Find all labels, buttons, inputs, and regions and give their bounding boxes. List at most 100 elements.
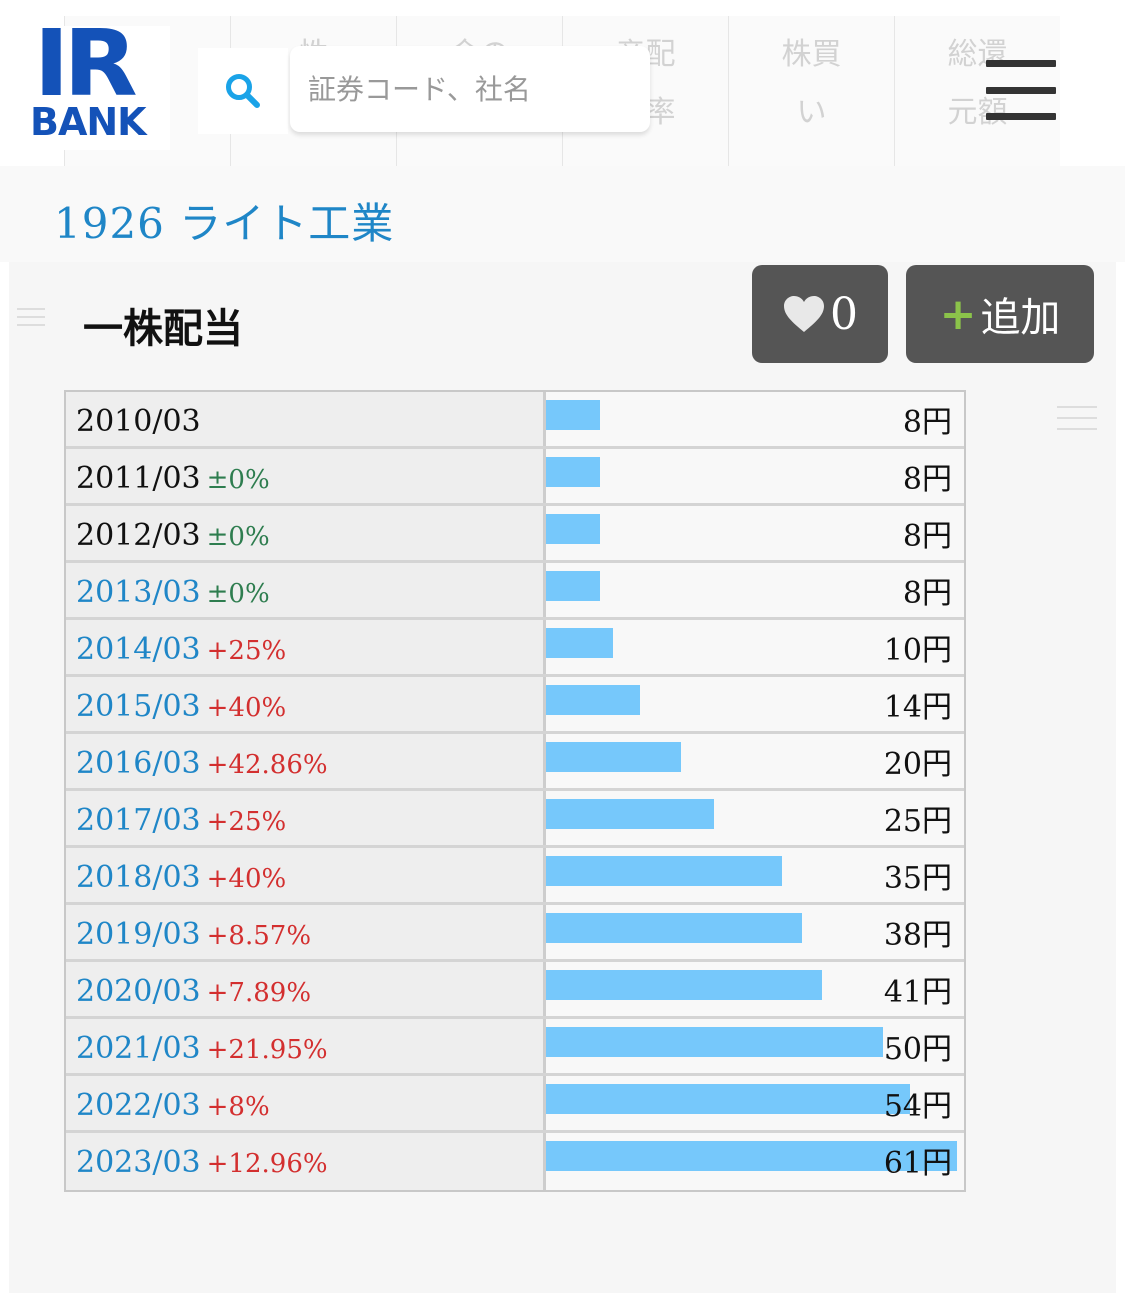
fiscal-year[interactable]: 2013/03 (76, 575, 201, 610)
fiscal-year: 2012/03 (76, 518, 201, 553)
year-cell[interactable]: 2015/03 +40% (66, 677, 546, 731)
irbank-logo[interactable]: IR BANK (22, 10, 170, 150)
drag-handle-icon[interactable] (17, 308, 45, 332)
table-row: 2011/03 ±0% 8円 (66, 449, 964, 506)
table-row: 2023/03 +12.96% 61円 (66, 1133, 964, 1190)
fiscal-year[interactable]: 2016/03 (76, 746, 201, 781)
year-cell[interactable]: 2020/03 +7.89% (66, 962, 546, 1016)
year-cell[interactable]: 2016/03 +42.86% (66, 734, 546, 788)
bar-cell: 61円 (546, 1133, 964, 1190)
bar-cell: 41円 (546, 962, 964, 1016)
dividend-value: 8円 (902, 576, 952, 611)
table-row: 2020/03 +7.89% 41円 (66, 962, 964, 1019)
year-cell[interactable]: 2014/03 +25% (66, 620, 546, 674)
fiscal-year: 2011/03 (76, 461, 201, 496)
table-row: 2012/03 ±0% 8円 (66, 506, 964, 563)
menu-line (986, 86, 1056, 94)
fiscal-year[interactable]: 2021/03 (76, 1031, 201, 1066)
dividend-value: 8円 (902, 519, 952, 554)
search-input[interactable] (290, 46, 650, 132)
background-header-line: 株買 (781, 37, 842, 72)
year-cell[interactable]: 2023/03 +12.96% (66, 1133, 546, 1190)
add-button[interactable]: + 追加 (906, 265, 1094, 363)
logo-bank-text: BANK (30, 100, 147, 144)
search-icon (226, 74, 260, 108)
dividend-value: 61円 (883, 1146, 952, 1181)
plus-icon: + (939, 288, 977, 340)
company-title[interactable]: 1926 ライト工業 (54, 199, 395, 248)
dividend-bar (546, 457, 600, 487)
dividend-value: 10円 (883, 633, 952, 668)
dividend-bar (546, 1141, 957, 1171)
like-count: 0 (830, 288, 858, 340)
dividend-value: 14円 (883, 690, 952, 725)
site-header: IR BANK (0, 0, 1125, 166)
table-row: 2013/03 ±0% 8円 (66, 563, 964, 620)
change-percent: ±0% (206, 579, 270, 609)
like-button[interactable]: 0 (752, 265, 888, 363)
bar-cell: 25円 (546, 791, 964, 845)
dividend-bar (546, 970, 822, 1000)
dividend-table: 2010/03 8円 2011/03 ±0% 8円 2012/03 ±0% 8円 2013/03… (64, 390, 966, 1192)
year-cell[interactable]: 2022/03 +8% (66, 1076, 546, 1130)
bar-cell: 14円 (546, 677, 964, 731)
add-label: 追加 (980, 295, 1061, 341)
change-percent: +25% (206, 807, 287, 837)
bar-cell: 54円 (546, 1076, 964, 1130)
year-cell: 2010/03 (66, 392, 546, 446)
fiscal-year[interactable]: 2014/03 (76, 632, 201, 667)
dividend-value: 8円 (902, 462, 952, 497)
table-row: 2018/03 +40% 35円 (66, 848, 964, 905)
table-row: 2019/03 +8.57% 38円 (66, 905, 964, 962)
company-header: 1926 ライト工業 (0, 166, 1125, 262)
fiscal-year[interactable]: 2020/03 (76, 974, 201, 1009)
dividend-bar (546, 685, 640, 715)
table-row: 2021/03 +21.95% 50円 (66, 1019, 964, 1076)
change-percent: +40% (206, 693, 287, 723)
year-cell[interactable]: 2017/03 +25% (66, 791, 546, 845)
dividend-bar (546, 1027, 883, 1057)
fiscal-year[interactable]: 2022/03 (76, 1088, 201, 1123)
change-percent: +21.95% (206, 1035, 328, 1065)
year-cell[interactable]: 2018/03 +40% (66, 848, 546, 902)
change-percent: +12.96% (206, 1149, 328, 1179)
fiscal-year[interactable]: 2023/03 (76, 1145, 201, 1180)
menu-line (986, 113, 1056, 120)
fiscal-year[interactable]: 2015/03 (76, 689, 201, 724)
fiscal-year[interactable]: 2017/03 (76, 803, 201, 838)
bar-cell: 35円 (546, 848, 964, 902)
bar-cell: 8円 (546, 506, 964, 560)
dividend-bar (546, 571, 600, 601)
dividend-value: 20円 (883, 747, 952, 782)
change-percent: ±0% (206, 465, 270, 495)
dividend-bar (546, 856, 782, 886)
dividend-value: 54円 (883, 1089, 952, 1124)
fiscal-year[interactable]: 2019/03 (76, 917, 201, 952)
dividend-bar (546, 400, 600, 430)
side-drag-handle-icon[interactable] (1057, 406, 1097, 439)
change-percent: +25% (206, 636, 287, 666)
fiscal-year: 2010/03 (76, 404, 201, 439)
year-cell[interactable]: 2019/03 +8.57% (66, 905, 546, 959)
dividend-value: 8円 (902, 405, 952, 440)
section-title: 一株配当 (83, 305, 243, 352)
fiscal-year[interactable]: 2018/03 (76, 860, 201, 895)
hamburger-menu-button[interactable] (986, 60, 1056, 120)
search-button[interactable] (198, 48, 288, 134)
year-cell[interactable]: 2013/03 ±0% (66, 563, 546, 617)
bar-cell: 20円 (546, 734, 964, 788)
year-cell[interactable]: 2021/03 +21.95% (66, 1019, 546, 1073)
change-percent: ±0% (206, 522, 270, 552)
table-row: 2015/03 +40% 14円 (66, 677, 964, 734)
table-row: 2010/03 8円 (66, 392, 964, 449)
table-row: 2022/03 +8% 54円 (66, 1076, 964, 1133)
bar-cell: 50円 (546, 1019, 964, 1073)
background-table-header: 株買い (728, 16, 894, 166)
bar-cell: 10円 (546, 620, 964, 674)
bar-cell: 8円 (546, 563, 964, 617)
dividend-value: 50円 (883, 1032, 952, 1067)
dividend-value: 38円 (883, 918, 952, 953)
dividend-bar (546, 742, 681, 772)
table-row: 2016/03 +42.86% 20円 (66, 734, 964, 791)
menu-line (986, 60, 1056, 67)
